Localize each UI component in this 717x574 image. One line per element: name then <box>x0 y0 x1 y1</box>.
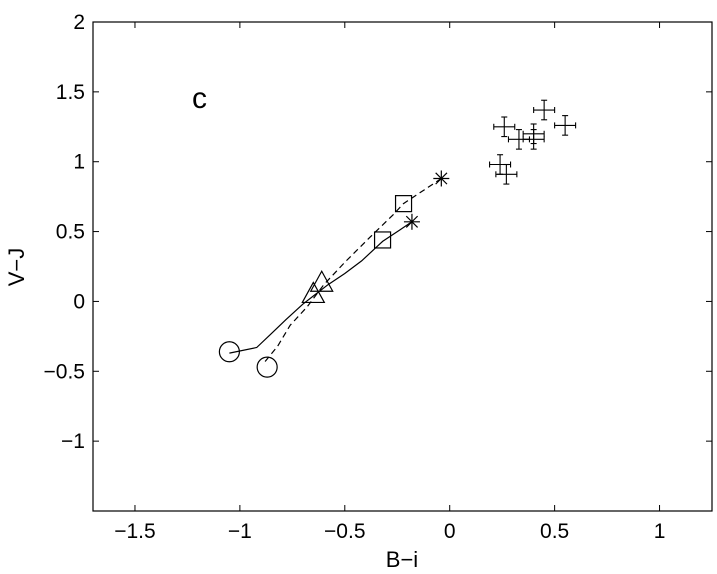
y-tick-label: −1 <box>61 430 85 453</box>
triangle-marker <box>301 281 326 304</box>
solid-curve <box>229 221 413 354</box>
triangle-marker <box>309 270 334 292</box>
observation-point <box>522 129 545 150</box>
asterisk-stroke <box>405 215 419 228</box>
circle-marker <box>256 356 278 378</box>
x-tick-label: −1.5 <box>114 520 155 543</box>
x-tick-label: −0.5 <box>324 520 365 543</box>
x-tick-label: 1 <box>654 520 666 543</box>
observation-point <box>533 99 556 121</box>
square-marker <box>394 195 413 213</box>
model-markers <box>218 170 450 378</box>
plot-area <box>92 21 713 512</box>
x-axis-label: B−i <box>386 547 418 572</box>
x-tick-label: −1 <box>228 520 252 543</box>
observation-point <box>493 116 516 138</box>
y-tick-label: 1 <box>73 151 85 174</box>
y-axis-label: V−J <box>4 248 29 287</box>
y-tick-label: 2 <box>73 11 85 34</box>
y-tick-label: 1.5 <box>56 81 85 104</box>
axis-ticks: −1.5 −1 −0.5 0 0.5 1 −1 −0.5 0 0.5 1 1.5 2 <box>44 11 712 543</box>
observations <box>489 99 577 185</box>
observation-point <box>554 115 577 136</box>
asterisk-marker <box>403 213 420 230</box>
x-tick-label: 0.5 <box>540 520 569 543</box>
y-tick-label: −0.5 <box>44 360 85 383</box>
panel-label: c <box>192 82 207 115</box>
x-tick-label: 0 <box>444 520 456 543</box>
asterisk-marker <box>433 170 450 187</box>
y-tick-label: 0.5 <box>56 221 85 244</box>
y-tick-label: 0 <box>73 290 85 313</box>
square-marker <box>373 231 392 249</box>
asterisk-stroke <box>435 172 448 185</box>
model-curves <box>229 178 442 362</box>
observation-point <box>495 163 518 185</box>
circle-marker <box>218 341 240 363</box>
